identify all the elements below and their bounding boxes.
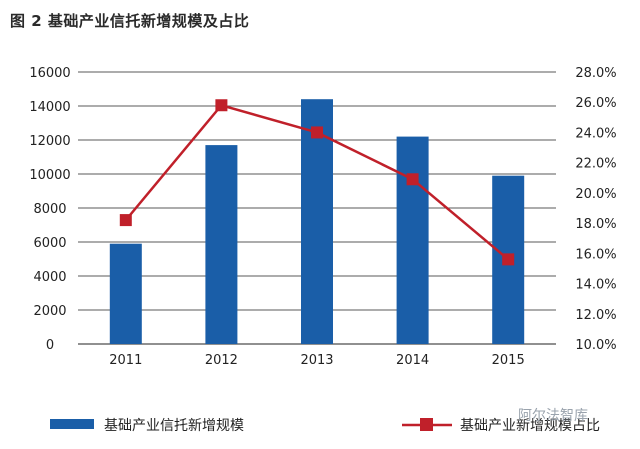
y-right-tick-label: 24.0% xyxy=(575,126,616,141)
legend-swatch-line xyxy=(420,418,433,431)
y-left-tick-label: 12000 xyxy=(29,134,70,149)
y-left-tick-label: 10000 xyxy=(29,168,70,183)
line-point xyxy=(406,173,419,186)
bar xyxy=(396,136,429,344)
legend-swatch-bar xyxy=(50,419,94,429)
line-point xyxy=(215,99,228,112)
y-left-tick-label: 8000 xyxy=(33,202,66,217)
line-point xyxy=(119,214,132,227)
y-right-tick-label: 12.0% xyxy=(575,308,616,323)
x-tick-label: 2012 xyxy=(205,353,238,368)
y-right-tick-label: 16.0% xyxy=(575,247,616,262)
x-tick-label: 2011 xyxy=(109,353,142,368)
x-tick-label: 2015 xyxy=(492,353,525,368)
y-right-tick-label: 14.0% xyxy=(575,278,616,293)
legend-label-bar: 基础产业信托新增规模 xyxy=(104,417,244,434)
y-axis-left: 0 2000 4000 6000 8000 10000 12000 14000 16000 xyxy=(29,66,70,353)
watermark-text: 阿尔法智库 xyxy=(518,408,588,424)
y-left-tick-label: 14000 xyxy=(29,100,70,115)
legend: 基础产业信托新增规模 基础产业新增规模占比 xyxy=(50,417,600,434)
line-point xyxy=(502,253,515,266)
y-left-tick-label: 0 xyxy=(46,338,54,353)
y-axis-right: 10.0% 12.0% 14.0% 16.0% 18.0% 20.0% 22.0% 24.0%… xyxy=(575,66,616,353)
y-right-tick-label: 18.0% xyxy=(575,217,616,232)
line-point xyxy=(311,126,323,139)
watermark: 阿尔法智库 xyxy=(518,408,588,424)
y-right-tick-label: 10.0% xyxy=(575,338,616,353)
x-tick-label: 2014 xyxy=(396,353,429,368)
y-left-tick-label: 4000 xyxy=(33,270,66,285)
y-left-tick-label: 6000 xyxy=(33,236,66,251)
line-series xyxy=(119,99,515,266)
x-tick-label: 2013 xyxy=(300,353,333,368)
y-right-tick-label: 20.0% xyxy=(575,187,616,202)
bar xyxy=(109,243,142,344)
legend-label-line: 基础产业新增规模占比 xyxy=(460,417,600,434)
x-axis: 2011 2012 2013 2014 2015 xyxy=(109,353,524,368)
y-right-tick-label: 26.0% xyxy=(575,96,616,111)
bar xyxy=(301,99,333,344)
y-right-tick-label: 28.0% xyxy=(575,66,616,81)
y-left-tick-label: 16000 xyxy=(29,66,70,81)
bar-series xyxy=(109,99,525,344)
y-right-tick-label: 22.0% xyxy=(575,157,616,172)
chart-title: 图 2 基础产业信托新增规模及占比 xyxy=(10,12,250,30)
bar xyxy=(205,145,238,344)
y-left-tick-label: 2000 xyxy=(33,304,66,319)
